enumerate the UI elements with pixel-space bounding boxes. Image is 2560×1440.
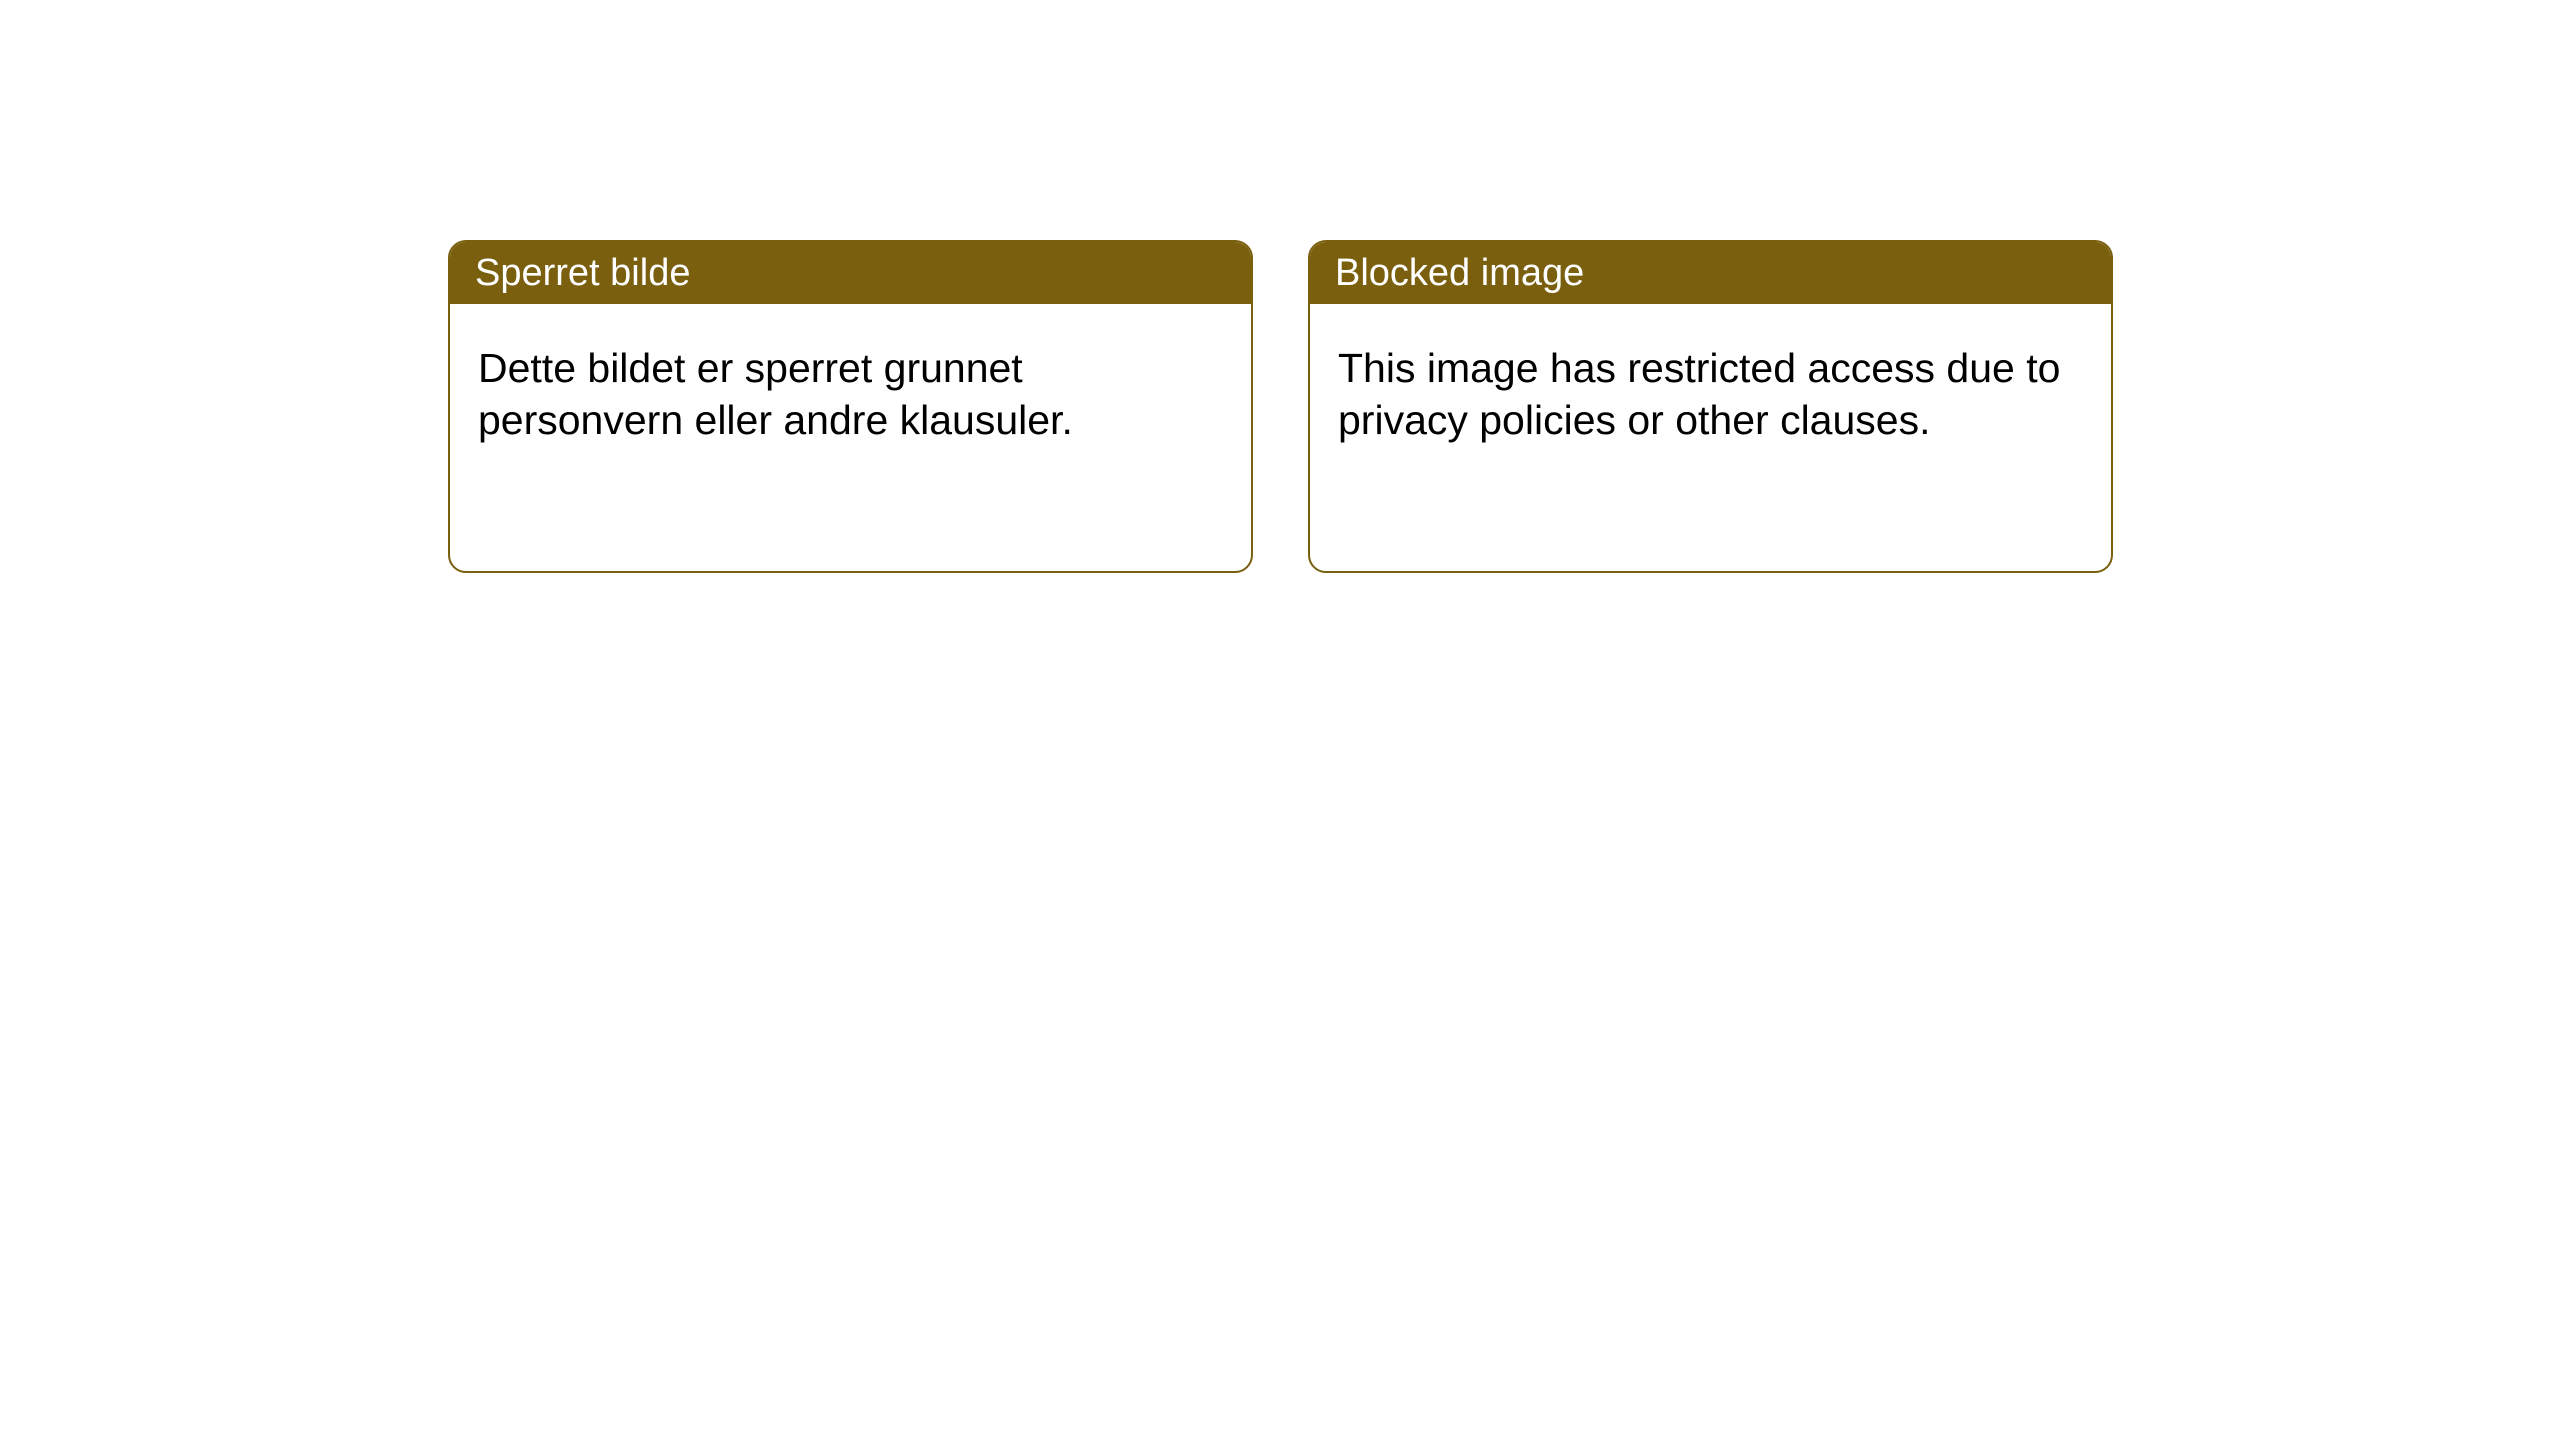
card-title: Blocked image	[1335, 252, 1584, 295]
card-body: This image has restricted access due to …	[1310, 304, 2111, 485]
card-norwegian: Sperret bilde Dette bildet er sperret gr…	[448, 240, 1253, 573]
card-header: Sperret bilde	[450, 242, 1251, 304]
card-body-text: Dette bildet er sperret grunnet personve…	[478, 345, 1073, 443]
card-header: Blocked image	[1310, 242, 2111, 304]
card-body: Dette bildet er sperret grunnet personve…	[450, 304, 1251, 485]
cards-wrapper: Sperret bilde Dette bildet er sperret gr…	[448, 240, 2113, 573]
card-english: Blocked image This image has restricted …	[1308, 240, 2113, 573]
card-body-text: This image has restricted access due to …	[1338, 345, 2060, 443]
card-title: Sperret bilde	[475, 252, 690, 295]
